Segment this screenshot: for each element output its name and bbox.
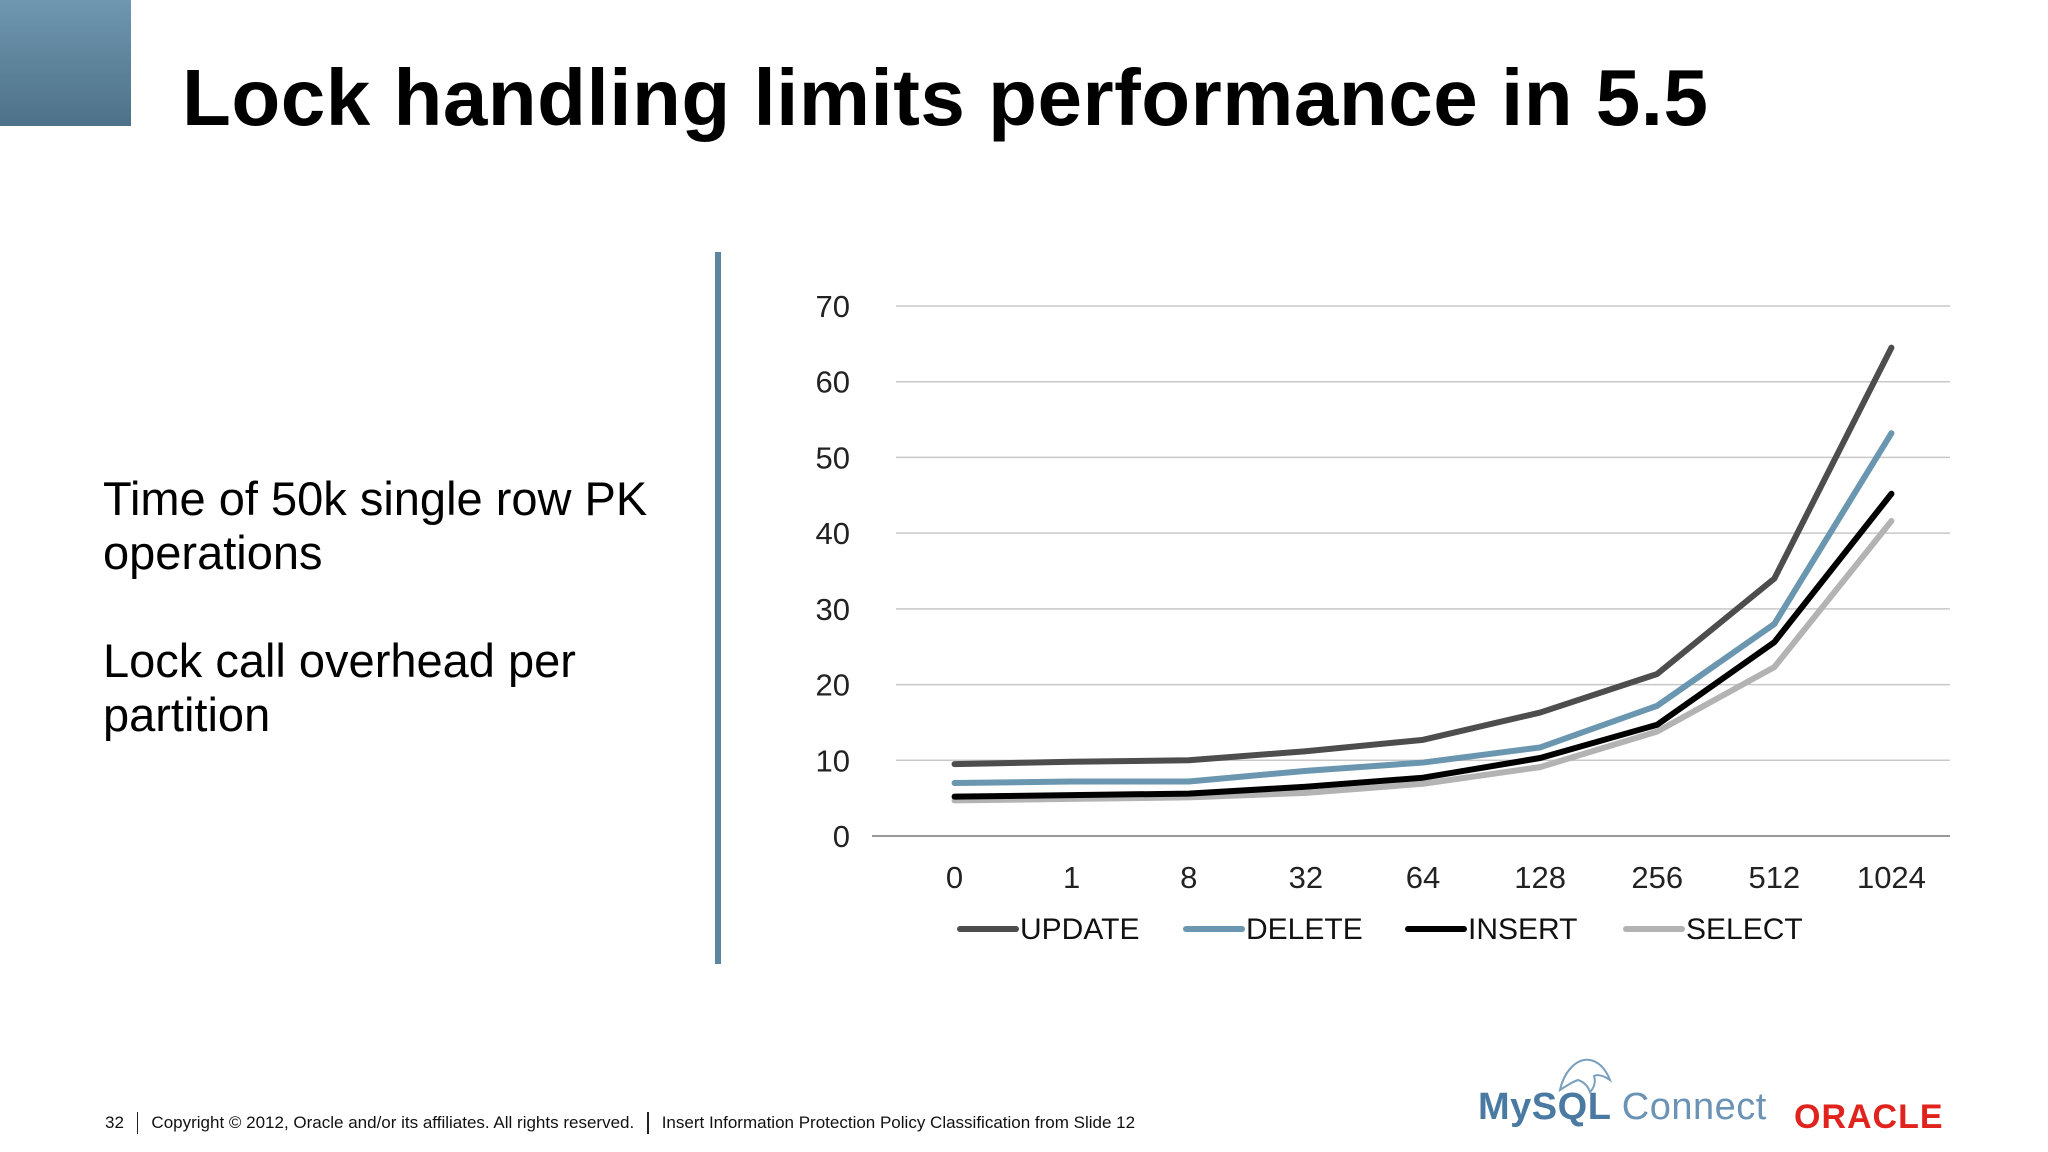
vertical-divider [715,252,721,964]
y-tick-label: 60 [816,365,850,400]
y-tick-label: 50 [816,440,850,475]
y-tick-label: 10 [816,743,850,778]
legend-label-update: UPDATE [1020,913,1139,946]
page-number: 32 [105,1113,124,1132]
x-tick-label: 1 [1063,860,1080,895]
y-tick-label: 0 [833,819,850,854]
series-line-insert [951,490,1895,800]
y-tick-label: 20 [816,668,850,703]
y-tick-label: 30 [816,592,850,627]
classification-text: Insert Information Protection Policy Cla… [661,1113,1136,1132]
x-tick-label: 256 [1631,860,1683,895]
x-tick-label: 512 [1748,860,1800,895]
mysql-connect-logo: MySQL Connect [1478,1050,1766,1138]
footer-separator [647,1112,649,1134]
x-tick-label: 64 [1406,860,1440,895]
connect-wordmark: Connect [1621,1086,1767,1128]
x-tick-label: 0 [946,860,963,895]
y-tick-label: 40 [816,516,850,551]
x-tick-label: 32 [1289,860,1323,895]
series-line-delete [951,430,1895,786]
y-tick-label: 70 [816,289,850,324]
legend-label-select: SELECT [1686,913,1803,946]
dolphin-icon [1558,1058,1613,1094]
slide-title: Lock handling limits performance in 5.5 [182,53,1709,142]
bullet-lock-call-overhead: Lock call overhead per partition [103,634,576,741]
series-line-select [951,518,1895,804]
mysql-wordmark: MySQL [1478,1086,1611,1128]
footer-separator [136,1112,139,1134]
accent-square [0,0,131,126]
legend-label-insert: INSERT [1468,913,1577,946]
oracle-logo: ORACLE [1794,1098,1944,1136]
line-chart: 0 10 20 30 40 50 60 70 0 1 8 32 64 128 256 512 1024 UPDAT… [816,289,1950,946]
x-tick-label: 128 [1514,860,1566,895]
series-line-update [951,344,1895,768]
footer: 32 Copyright © 2012, Oracle and/or its a… [105,1112,1135,1134]
bullet-time-of-operations: Time of 50k single row PK operations [103,472,648,579]
copyright-text: Copyright © 2012, Oracle and/or its affi… [151,1113,635,1132]
x-tick-label: 1024 [1857,860,1926,895]
x-tick-label: 8 [1180,860,1197,895]
legend-label-delete: DELETE [1246,913,1363,946]
